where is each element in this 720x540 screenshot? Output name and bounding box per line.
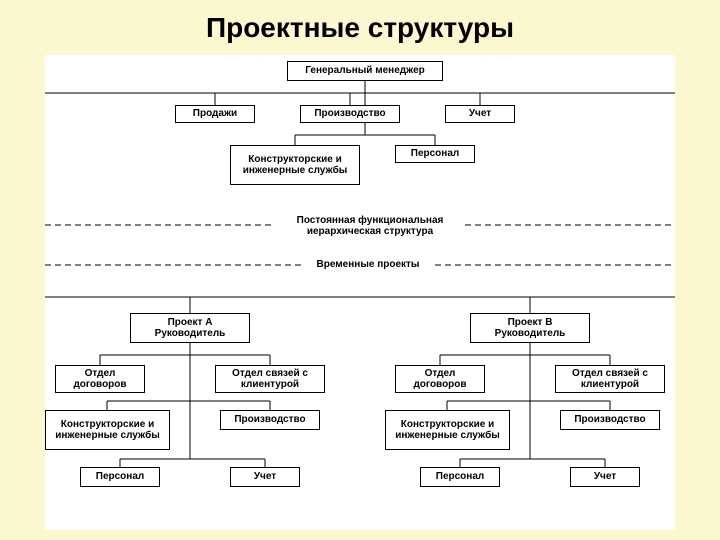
page-title: Проектные структуры (0, 0, 720, 44)
node-general-manager: Генеральный менеджер (287, 61, 443, 81)
node-project-b: Проект В Руководитель (470, 313, 590, 343)
node-a-production: Производство (220, 410, 320, 430)
node-production: Производство (300, 105, 400, 123)
node-engineering: Конструкторские и инженерные службы (230, 145, 360, 185)
node-b-accounting: Учет (570, 467, 640, 487)
org-chart: Генеральный менеджер Продажи Производств… (45, 55, 675, 530)
label-temporary-projects: Временные проекты (303, 259, 433, 270)
node-b-production: Производство (560, 410, 660, 430)
node-personnel: Персонал (395, 145, 475, 163)
node-a-personnel: Персонал (80, 467, 160, 487)
node-a-clients: Отдел связей с клиентурой (215, 365, 325, 393)
node-a-contracts: Отдел договоров (55, 365, 145, 393)
node-a-accounting: Учет (230, 467, 300, 487)
node-b-personnel: Персонал (420, 467, 500, 487)
node-accounting: Учет (445, 105, 515, 123)
connector-lines (45, 55, 675, 530)
node-sales: Продажи (175, 105, 255, 123)
label-permanent-structure: Постоянная функциональная иерархическая … (275, 215, 465, 237)
node-b-engineering: Конструкторские и инженерные службы (385, 410, 510, 450)
node-b-contracts: Отдел договоров (395, 365, 485, 393)
node-project-a: Проект А Руководитель (130, 313, 250, 343)
node-b-clients: Отдел связей с клиентурой (555, 365, 665, 393)
node-a-engineering: Конструкторские и инженерные службы (45, 410, 170, 450)
